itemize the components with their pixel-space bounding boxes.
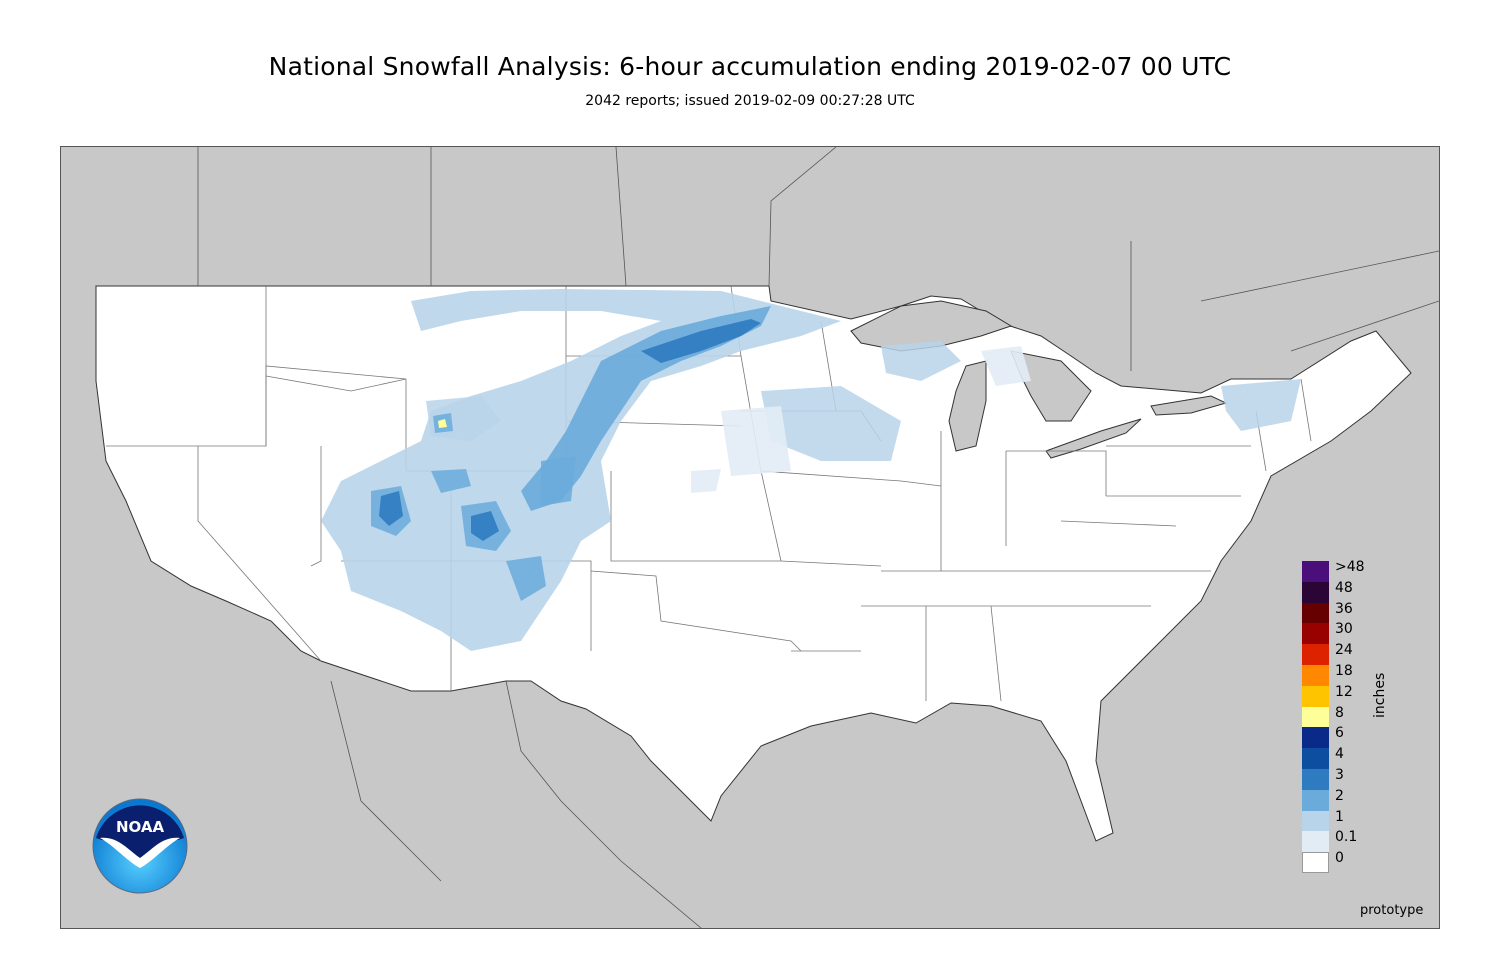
legend-swatch [1302,602,1329,624]
legend-swatch [1302,769,1329,790]
legend-label: 0 [1335,850,1344,867]
legend-label: 48 [1335,579,1353,596]
legend-label: 12 [1335,683,1353,700]
legend-swatch [1302,581,1329,603]
legend-label: 24 [1335,642,1353,659]
legend-label: 4 [1335,746,1344,763]
conus-area [95,285,1412,842]
legend-swatch [1302,644,1329,666]
color-legend: >48 48 36 30 24 18 12 8 6 4 3 2 1 0.1 0 [1302,559,1442,881]
legend-swatch [1302,727,1329,749]
map-canvas [61,147,1439,928]
legend-swatch [1302,706,1329,728]
snowfall-shading [321,289,1301,651]
legend-swatch [1302,789,1329,811]
legend-label: 30 [1335,621,1353,638]
map-title: National Snowfall Analysis: 6-hour accum… [268,52,1232,81]
legend-swatch [1302,561,1329,582]
lake-michigan [948,360,987,452]
noaa-logo: NOAA [92,798,188,894]
international-lines [197,147,1439,928]
legend-label: 18 [1335,663,1353,679]
legend-label: 8 [1335,704,1344,721]
legend-swatch [1302,852,1329,874]
legend-label: 3 [1335,767,1344,783]
legend-label: 6 [1335,725,1344,742]
map-subtitle: 2042 reports; issued 2019-02-09 00:27:28… [585,93,915,109]
legend-swatch [1302,685,1329,707]
lake-ontario [1150,395,1228,416]
legend-units: inches [1372,672,1388,718]
legend-label: 1 [1335,808,1344,825]
legend-swatch [1302,810,1329,832]
lake-erie [1045,418,1142,459]
snowfall-map[interactable] [60,146,1440,929]
legend-label: 2 [1335,787,1344,804]
lake-superior [850,300,1013,352]
legend-swatch [1302,665,1329,686]
legend-swatch [1302,831,1329,853]
legend-swatch [1302,748,1329,770]
prototype-label: prototype [1360,903,1424,918]
legend-label: 0.1 [1335,829,1358,846]
legend-label: 36 [1335,600,1353,617]
legend-label: >48 [1335,559,1365,575]
noaa-logo-text: NOAA [116,818,165,836]
legend-swatch [1302,623,1329,645]
